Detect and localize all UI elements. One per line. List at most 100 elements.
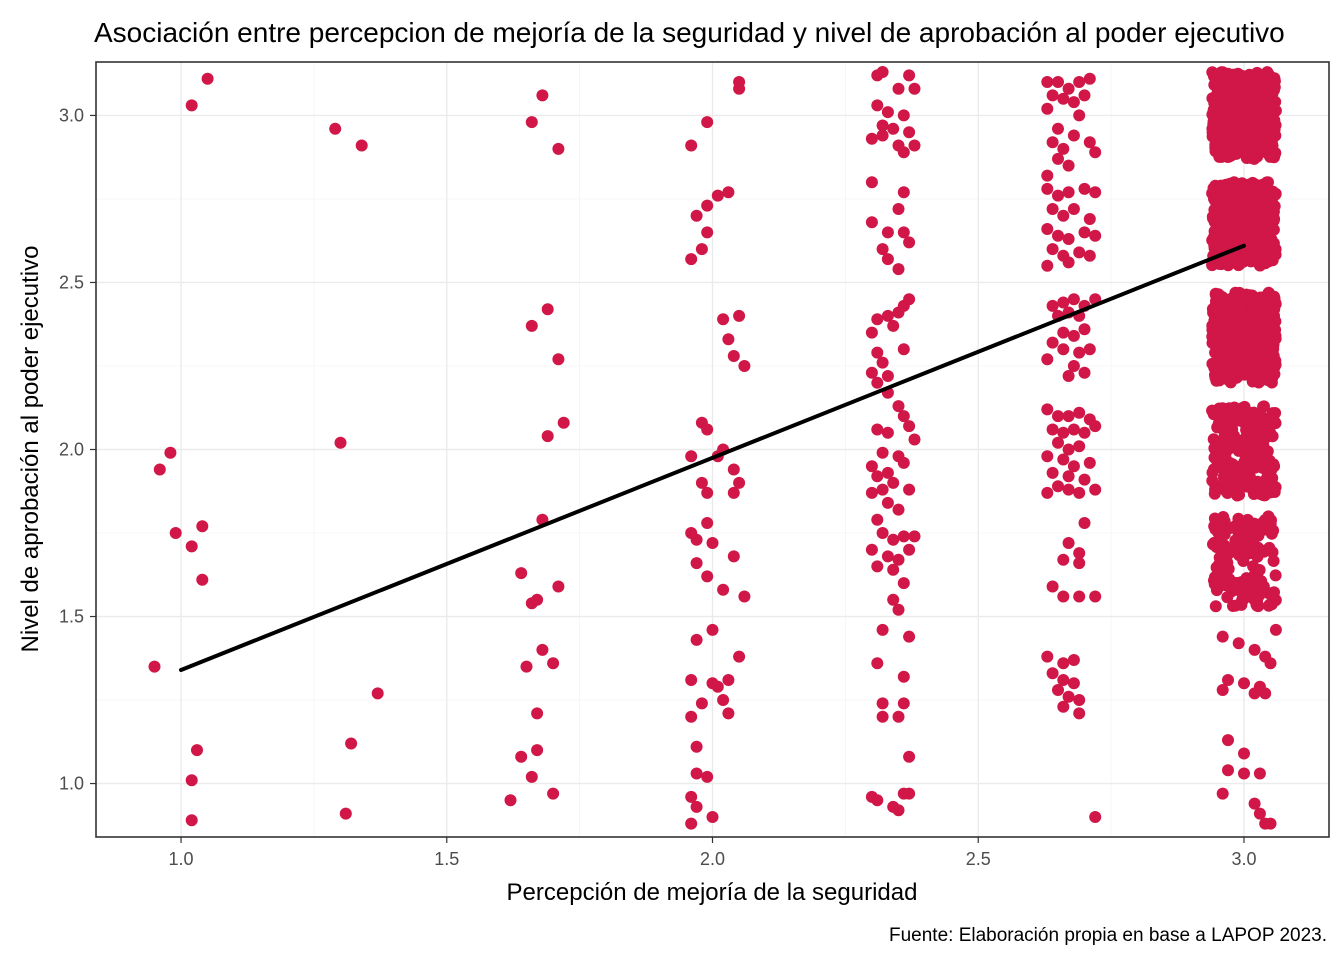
data-point [876,446,889,459]
data-point [148,660,161,673]
data-point [1089,420,1102,433]
data-point [1083,249,1096,262]
data-point [1073,76,1086,88]
data-point [892,710,905,723]
data-point [1230,188,1243,201]
data-point [1252,600,1265,613]
data-point [1089,483,1102,496]
data-point [1234,178,1246,191]
data-point [1062,443,1075,456]
data-point [1052,410,1064,423]
data-point [1046,203,1059,215]
data-point [722,186,735,199]
data-point [908,433,921,446]
y-tick-label: 2.5 [59,272,84,292]
data-point [897,530,910,543]
data-point [1268,129,1281,142]
data-point [1216,684,1229,696]
data-point [1252,529,1265,542]
data-point [722,707,735,720]
data-point [685,450,698,463]
data-point [1208,233,1221,246]
data-point [1078,366,1091,379]
regression-line [179,243,1246,672]
data-point [1052,152,1064,165]
data-point [552,580,565,593]
data-point [1222,563,1235,575]
data-point [865,366,878,379]
x-tick-label: 1.0 [169,849,194,869]
data-point [1089,590,1102,603]
data-point [1258,365,1271,378]
data-point [1208,512,1221,525]
data-point [536,643,549,656]
data-point [876,483,889,496]
data-point [1078,89,1091,102]
data-point [1209,133,1222,146]
data-point [897,186,910,199]
data-point [185,814,198,827]
data-point [1062,186,1075,199]
data-point [1216,539,1229,552]
data-point [1235,216,1247,229]
data-point [685,674,698,686]
data-point [1052,480,1064,493]
data-point [1252,317,1265,330]
data-point [1078,226,1091,239]
data-point [531,707,544,720]
data-point [727,550,740,563]
data-point [892,203,905,215]
data-point [169,527,182,539]
data-point [1253,767,1266,780]
data-point [334,436,347,449]
data-point [892,553,905,566]
data-point [1219,579,1232,592]
data-point [504,794,517,807]
data-point [1267,240,1280,253]
data-point [876,66,889,78]
data-point [1062,537,1075,549]
data-point [1253,74,1266,87]
data-point [1215,402,1228,415]
data-point [865,132,878,145]
data-point [1041,223,1054,235]
data-point [1229,354,1242,367]
data-point [1240,423,1253,436]
data-point [1073,590,1086,603]
data-point [1057,326,1070,339]
data-point [525,319,538,332]
data-point [871,423,884,436]
data-point [371,687,384,700]
data-point [897,410,910,423]
data-point [887,563,900,576]
data-point [865,460,878,473]
data-point [733,476,746,489]
data-point [897,670,910,683]
data-point [1238,400,1251,413]
data-point [871,513,884,526]
data-point [1062,410,1075,423]
data-point [706,623,719,636]
data-point [1206,122,1219,135]
data-point [1226,314,1239,327]
data-point [903,236,916,249]
data-point [1260,255,1273,268]
data-point [1243,522,1256,535]
data-point [876,243,889,256]
data-point [1235,514,1247,527]
data-point [711,680,724,693]
x-tick-label: 1.5 [434,849,459,869]
data-point [727,486,740,499]
data-point [1046,423,1059,436]
data-point [1263,541,1276,554]
data-point [1265,320,1278,333]
y-axis-ticks: 1.0 1.5 2.0 2.5 3.0 [59,105,96,794]
data-point [1236,462,1249,475]
data-point [541,303,554,316]
data-point [701,517,714,529]
data-point [1073,557,1086,570]
data-point [1057,590,1070,603]
data-point [1041,102,1054,115]
x-axis-ticks: 1.0 1.5 2.0 2.5 3.0 [169,837,1256,869]
